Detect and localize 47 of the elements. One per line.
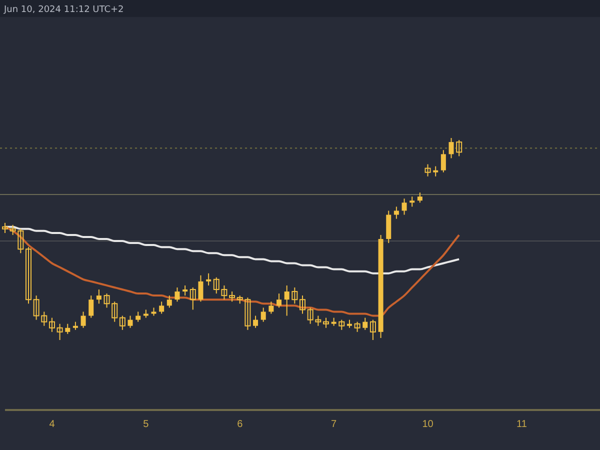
candlestick: [456, 140, 462, 157]
candlestick: [322, 317, 329, 328]
candlestick: [128, 315, 133, 328]
x-tick-label: 4: [49, 419, 56, 430]
candlestick: [268, 301, 274, 314]
candlestick: [119, 315, 126, 330]
x-tick-label: 5: [143, 419, 150, 430]
candlestick: [354, 321, 360, 332]
candlestick: [284, 284, 290, 316]
candlestick: [159, 301, 164, 314]
candlestick: [166, 295, 172, 308]
candlestick: [65, 323, 70, 334]
candlestick: [417, 192, 422, 204]
x-tick-label: 10: [422, 419, 434, 430]
candlestick: [433, 166, 438, 177]
candlestick: [229, 291, 236, 302]
candlestick: [48, 317, 55, 332]
candlestick: [80, 311, 86, 328]
candlestick: [174, 286, 180, 302]
candlestick: [338, 319, 345, 330]
candlestick: [182, 284, 188, 296]
candlestick: [25, 246, 32, 304]
candlestick: [402, 198, 407, 216]
x-tick-label: 6: [237, 419, 244, 430]
candlestick: [276, 293, 282, 308]
candlestick: [190, 286, 196, 310]
candlestick: [198, 274, 204, 302]
candlestick: [136, 311, 141, 322]
candlestick: [2, 222, 8, 234]
candlestick: [300, 295, 306, 314]
candlestick: [370, 319, 376, 340]
candlestick: [96, 289, 102, 304]
x-tick-label: 11: [516, 419, 528, 430]
candlestick: [253, 315, 258, 328]
x-tick-label: 7: [331, 419, 338, 430]
candlestick: [260, 307, 266, 322]
candlestick: [440, 150, 446, 173]
candlestick: [206, 272, 212, 286]
candlestick: [424, 164, 431, 177]
candlestick: [292, 286, 298, 304]
candlestick: [448, 138, 454, 159]
candlestick: [394, 206, 399, 220]
text: Jun 10, 2024 11:12 UTC+2: [3, 5, 124, 15]
candlestick: [410, 196, 415, 208]
candlestick: [56, 323, 63, 340]
candlestick: [88, 295, 94, 318]
candlestick: [362, 317, 368, 330]
